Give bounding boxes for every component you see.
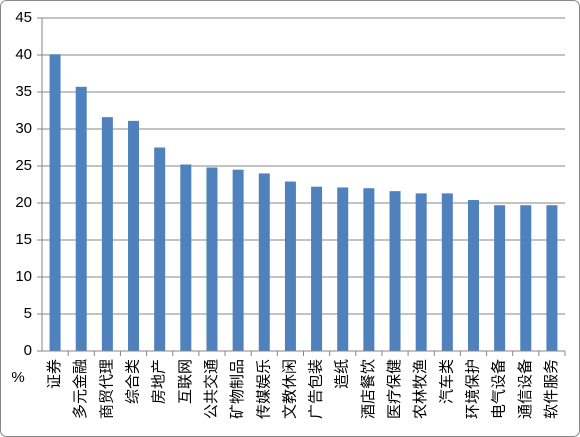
bar bbox=[180, 164, 192, 351]
x-tick-label: 综合类 bbox=[124, 359, 142, 404]
bar bbox=[467, 200, 479, 351]
x-tick-label: 公共交通 bbox=[202, 359, 220, 419]
x-tick-label: 房地产 bbox=[150, 359, 168, 404]
y-tick-label: 30 bbox=[15, 120, 32, 137]
y-tick-label: 10 bbox=[15, 268, 32, 285]
bar bbox=[520, 205, 532, 351]
bar bbox=[389, 191, 401, 351]
bar bbox=[101, 117, 113, 351]
bar bbox=[363, 188, 375, 351]
bar bbox=[284, 181, 296, 351]
x-tick-label: 软件服务 bbox=[542, 359, 560, 419]
x-tick-label: 农林牧渔 bbox=[411, 359, 429, 419]
y-tick-label: 25 bbox=[15, 157, 32, 174]
x-tick-label: 多元金融 bbox=[71, 359, 89, 419]
x-tick-label: 证券 bbox=[45, 359, 63, 389]
bar bbox=[154, 147, 166, 351]
x-tick-label: 酒店餐饮 bbox=[359, 359, 377, 419]
y-tick-label: 40 bbox=[15, 46, 32, 63]
x-tick-label: 广告包装 bbox=[307, 359, 325, 419]
y-axis-label: % bbox=[11, 369, 24, 386]
y-tick-label: 0 bbox=[24, 342, 32, 359]
bar bbox=[75, 86, 87, 351]
x-tick-label: 造纸 bbox=[333, 359, 351, 389]
x-tick-label: 文教休闲 bbox=[280, 359, 298, 419]
bar bbox=[494, 205, 506, 351]
bar bbox=[441, 193, 453, 351]
y-tick-label: 35 bbox=[15, 83, 32, 100]
x-tick-label: 传媒娱乐 bbox=[254, 359, 272, 419]
x-tick-label: 互联网 bbox=[176, 359, 194, 404]
y-tick-label: 20 bbox=[15, 194, 32, 211]
bar bbox=[337, 187, 349, 351]
y-tick-label: 5 bbox=[24, 305, 32, 322]
bar bbox=[311, 186, 323, 351]
y-tick-label: 45 bbox=[15, 9, 32, 26]
bar bbox=[415, 193, 427, 351]
y-tick-label: 15 bbox=[15, 231, 32, 248]
x-tick-label: 环境保护 bbox=[463, 359, 481, 419]
bar bbox=[128, 120, 140, 351]
x-tick-label: 电气设备 bbox=[490, 359, 508, 419]
x-tick-label: 医疗保健 bbox=[385, 359, 403, 419]
bar bbox=[206, 167, 218, 351]
x-tick-label: 通信设备 bbox=[516, 359, 534, 419]
x-tick-label: 矿物制品 bbox=[228, 359, 246, 419]
bar bbox=[546, 205, 558, 351]
bar bbox=[258, 173, 270, 351]
bar bbox=[232, 169, 244, 351]
x-tick-label: 汽车类 bbox=[437, 359, 455, 404]
x-tick-label: 商贸代理 bbox=[97, 359, 115, 419]
bar bbox=[49, 54, 61, 351]
